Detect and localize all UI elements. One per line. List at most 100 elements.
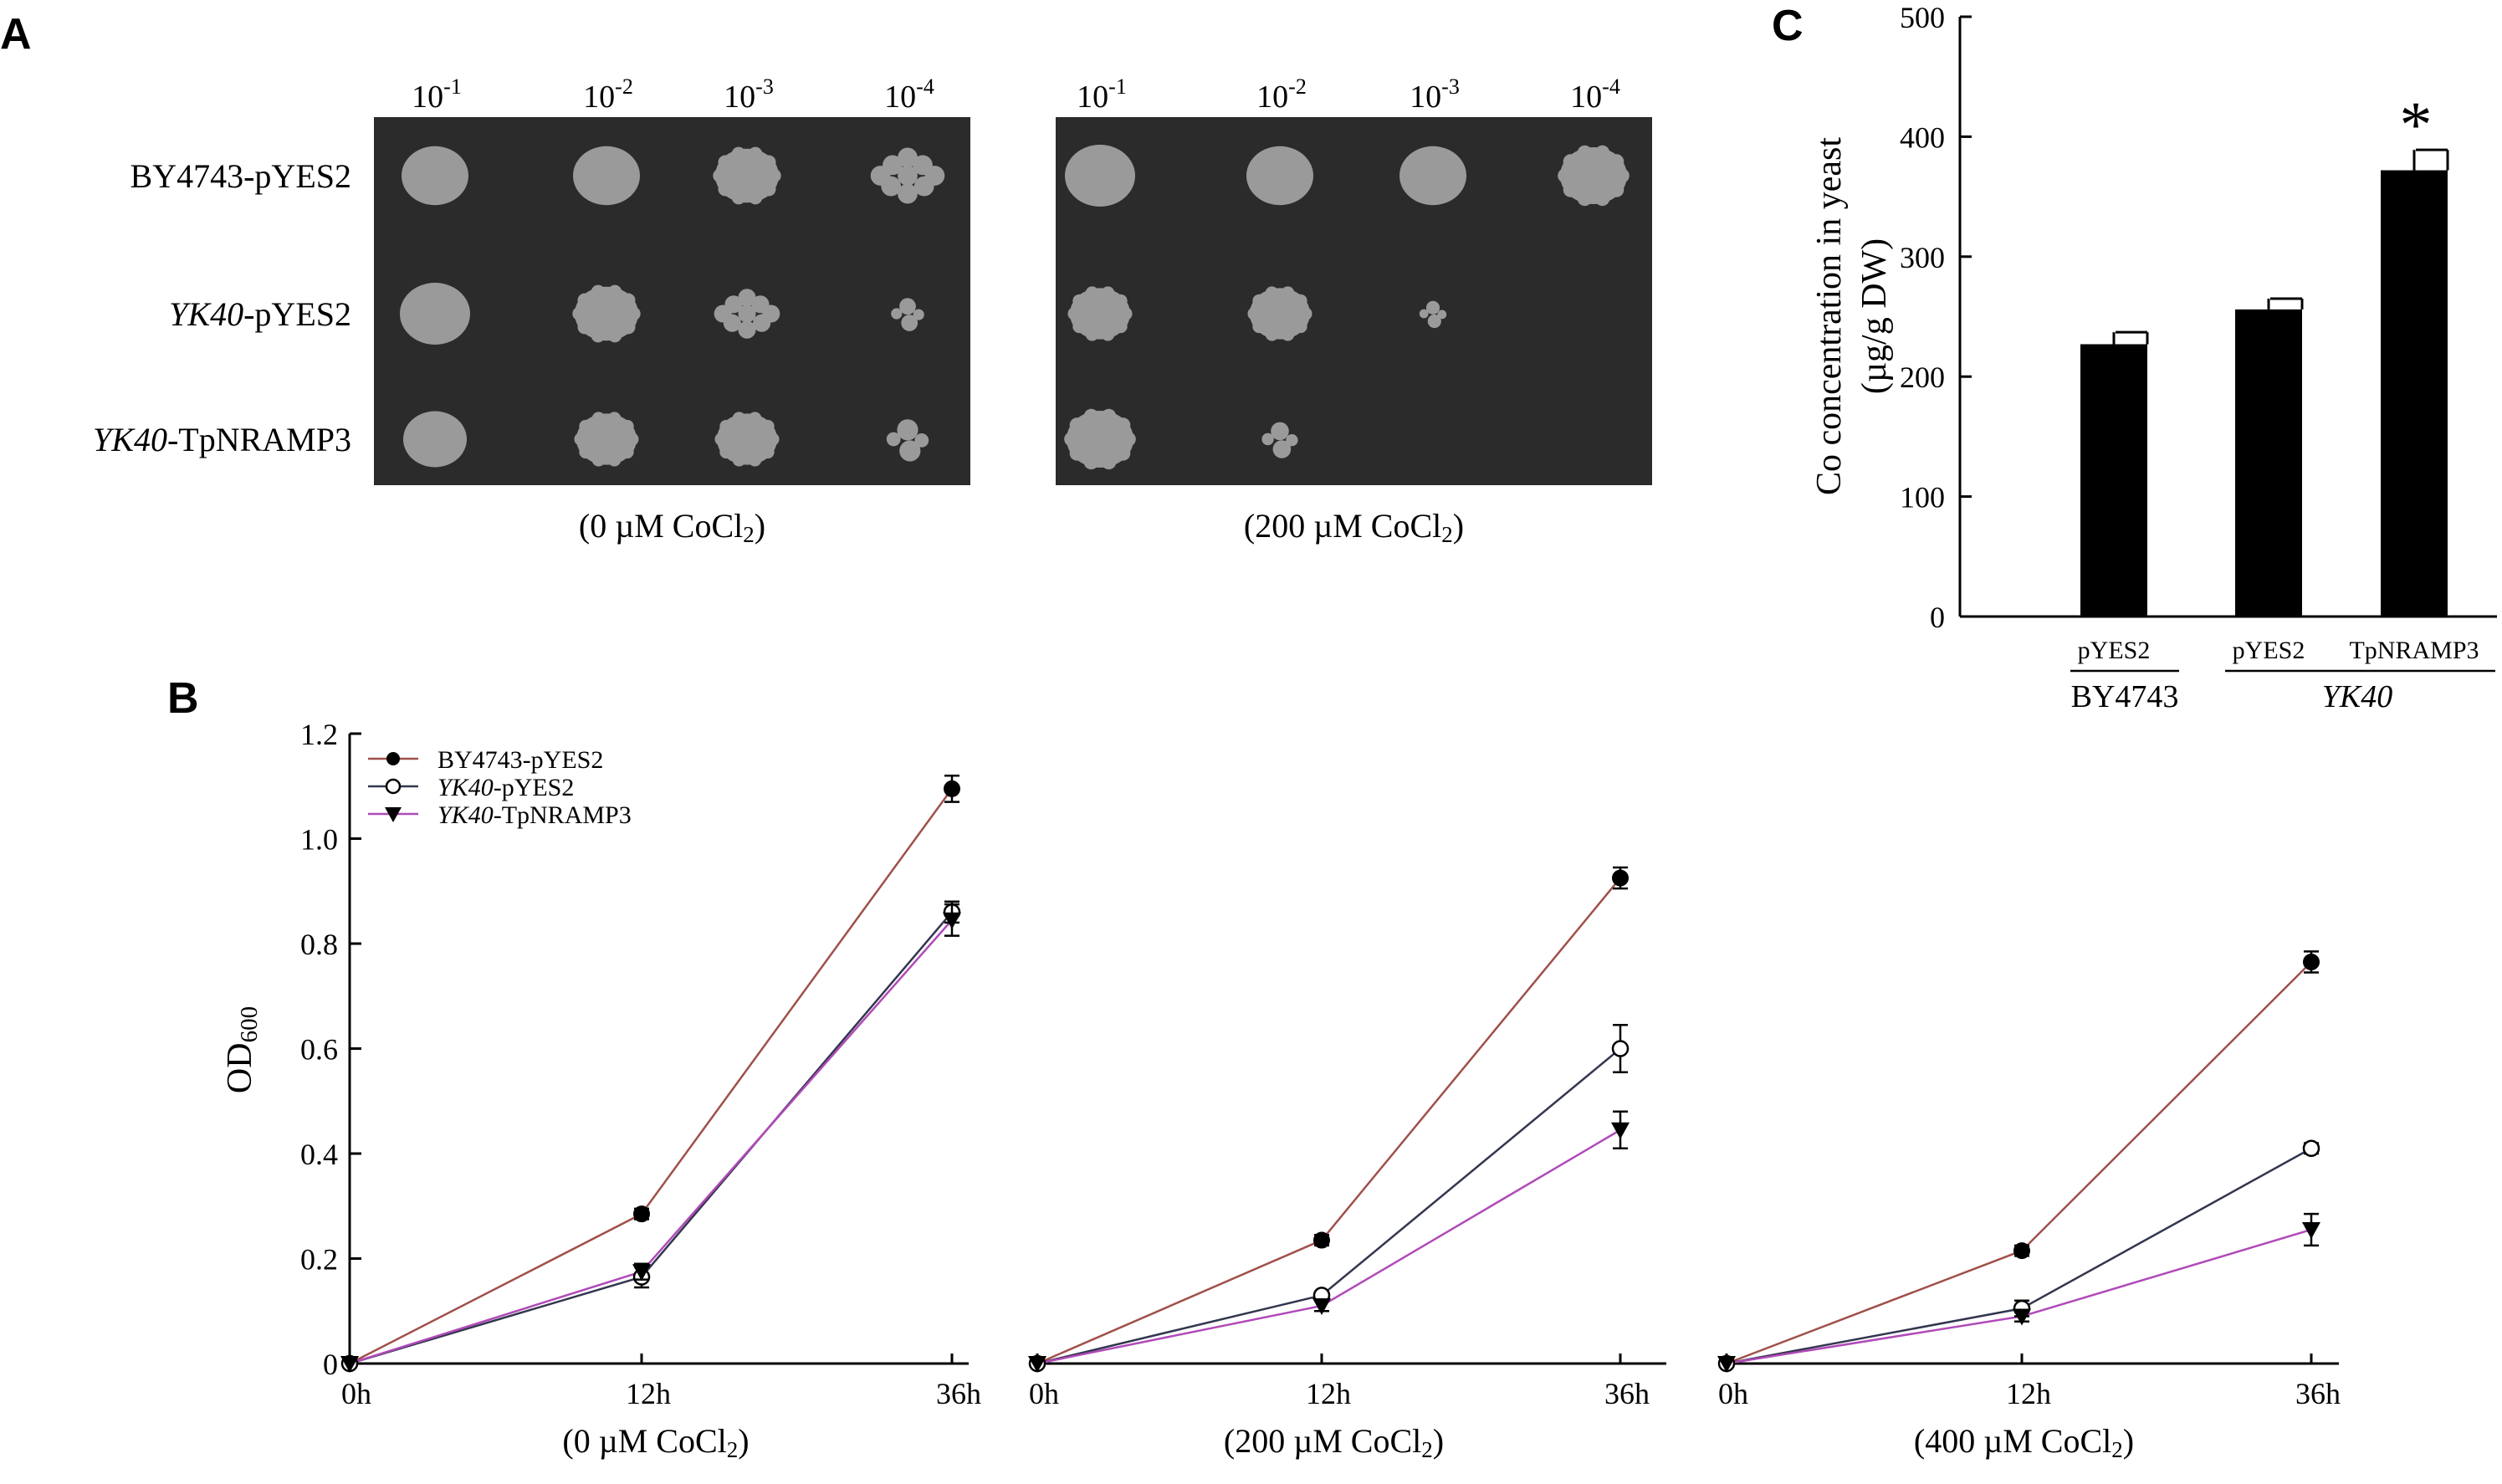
- colony-bump: [731, 146, 746, 161]
- colony-bump: [913, 309, 924, 320]
- colony-bump: [1425, 300, 1440, 315]
- dilution-exponent: -2: [615, 74, 633, 99]
- condition-prefix: (200 µM CoCl: [1244, 507, 1441, 545]
- legend-label: BY4743-pYES2: [437, 746, 603, 774]
- panel-label-a: A: [0, 10, 32, 59]
- y-axis-label-subscript: 600: [236, 1006, 263, 1043]
- y-tick-label: 0: [323, 1348, 338, 1381]
- colony-spot: [1419, 300, 1447, 329]
- x-axis-label: (400 µM CoCl2): [1914, 1422, 2134, 1462]
- dilution-exponent: -3: [755, 74, 774, 99]
- colony: [1065, 145, 1135, 207]
- data-point: [2013, 1308, 2031, 1326]
- colony-bump: [1419, 309, 1429, 319]
- colony-spot: [1246, 146, 1313, 206]
- bar: [2235, 309, 2302, 617]
- strain-name: BY4743-pYES2: [130, 157, 351, 195]
- colony-bump: [621, 320, 636, 335]
- strain-label: YK40-TpNRAMP3: [93, 421, 351, 458]
- data-point: [632, 1264, 651, 1282]
- x-axis-label-suffix: ): [738, 1422, 749, 1460]
- colony-bump: [1594, 145, 1610, 161]
- colony-bump: [1609, 154, 1625, 169]
- colony-bump: [1101, 408, 1117, 424]
- condition-suffix: ): [1453, 507, 1464, 545]
- colony-bump: [738, 320, 756, 339]
- x-tick-label: pYES2: [2233, 637, 2305, 664]
- colony-bump: [1265, 286, 1279, 300]
- colony-bump: [1118, 307, 1133, 320]
- colony-bump: [621, 293, 636, 308]
- colony-bump: [1609, 182, 1625, 197]
- colony-bump: [898, 147, 918, 168]
- colony-bump: [1101, 327, 1115, 341]
- colony-bump: [901, 315, 918, 331]
- y-tick-label: 0.6: [300, 1033, 338, 1067]
- y-tick-label: 0.2: [300, 1243, 338, 1277]
- colony-bump: [1072, 320, 1087, 334]
- dilution-label: 10-1: [412, 74, 462, 115]
- colony-bump: [625, 432, 639, 446]
- colony-bump: [760, 445, 775, 459]
- colony: [1246, 146, 1313, 206]
- colony-bump: [898, 183, 918, 204]
- panel-label-b: B: [167, 674, 199, 723]
- colony-spot: [1065, 145, 1135, 207]
- x-axis-label-subscript: 2: [1421, 1437, 1433, 1462]
- colony-bump: [731, 190, 746, 205]
- legend-italic: YK40: [437, 774, 494, 801]
- colony-bump: [1064, 432, 1079, 447]
- colony-bump: [765, 432, 780, 446]
- data-point: [2303, 953, 2320, 970]
- colony-bump: [914, 433, 929, 448]
- colony-bump: [574, 432, 588, 446]
- colony-bump: [1069, 446, 1085, 461]
- colony-bump: [1101, 454, 1117, 470]
- colony-bump: [760, 419, 775, 433]
- colony-bump: [607, 412, 622, 426]
- colony-bump: [579, 419, 593, 433]
- data-point: [1312, 1297, 1331, 1315]
- colony: [573, 146, 640, 206]
- dilution-label: 10-4: [884, 74, 934, 115]
- legend-name: BY4743-pYES2: [437, 746, 603, 774]
- colony-bump: [762, 304, 780, 323]
- group-label: BY4743: [2071, 679, 2179, 714]
- y-tick-label: 0: [1930, 601, 1945, 634]
- colony-bump: [924, 166, 945, 186]
- colony-bump: [577, 320, 592, 335]
- data-point: [2013, 1242, 2030, 1260]
- colony-bump: [1265, 327, 1279, 341]
- strain-italic: YK40: [169, 295, 243, 333]
- dilution-label: 10-1: [1077, 74, 1127, 115]
- colony-spot: [573, 146, 640, 206]
- colony-bump: [572, 306, 587, 321]
- colony-bump: [761, 182, 776, 197]
- legend-marker: [385, 778, 402, 795]
- dilution-label: 10-2: [1256, 74, 1307, 115]
- dilution-base: 10: [1410, 79, 1441, 115]
- colony-spot: [1261, 422, 1298, 458]
- panel-label-c: C: [1772, 2, 1804, 50]
- legend-marker: [385, 807, 402, 822]
- colony-bump: [1121, 432, 1136, 447]
- colony-bump: [1281, 327, 1295, 341]
- colony-bump: [1085, 327, 1099, 341]
- y-tick-label: 0.4: [300, 1138, 338, 1171]
- dilution-label: 10-2: [583, 74, 633, 115]
- colony-bump: [714, 432, 729, 446]
- colony-spot: [1558, 145, 1630, 207]
- colony-bump: [1247, 307, 1261, 320]
- y-axis-label: Co concentration in yeast (µg/g DW): [1810, 137, 1894, 495]
- data-point: [633, 1205, 650, 1223]
- colony-bump: [1101, 286, 1115, 300]
- x-tick-label: 36h: [2295, 1377, 2341, 1410]
- dilution-base: 10: [1077, 79, 1108, 115]
- colony-bump: [1083, 408, 1099, 424]
- colony-bump: [738, 289, 756, 307]
- colony-bump: [1113, 294, 1128, 308]
- dilution-exponent: -4: [916, 74, 934, 99]
- x-tick-label: 12h: [1306, 1377, 1351, 1410]
- dilution-exponent: -4: [1602, 74, 1620, 99]
